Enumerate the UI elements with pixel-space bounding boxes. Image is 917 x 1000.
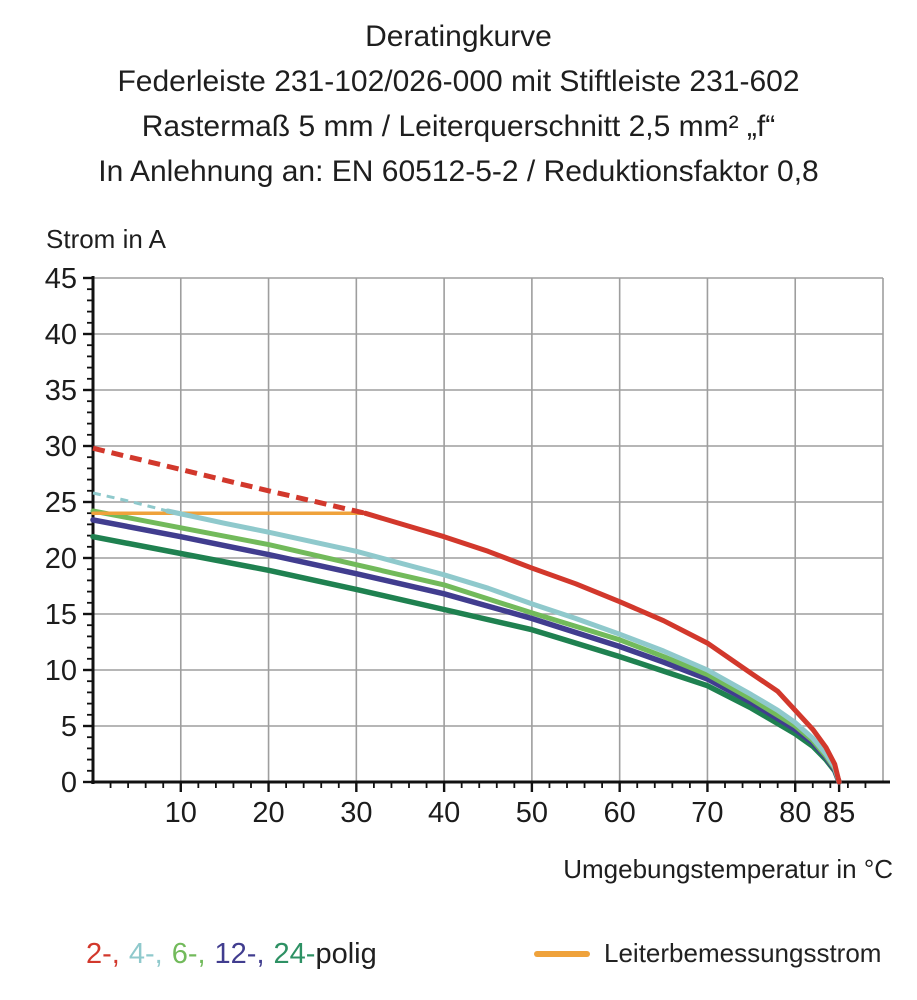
y-tick-label-20: 20 [45,543,77,575]
x-tick-label-85: 85 [823,797,855,829]
chart-title: Deratingkurve [365,20,552,53]
curve-6-polig [90,508,842,785]
legend-rated: Leiterbemessungsstrom [534,938,881,969]
legend-poles: 2-, 4-, 6-, 12-, 24-polig [86,938,377,971]
x-tick-label-30: 30 [340,797,372,829]
x-tick-label-50: 50 [516,797,548,829]
y-tick-label-45: 45 [45,263,77,295]
y-tick-label-30: 30 [45,431,77,463]
y-tick-label-15: 15 [45,599,77,631]
curve-dashed-4-polig [92,491,168,513]
y-tick-label-35: 35 [45,375,77,407]
rated-line-label: Leiterbemessungsstrom [604,938,882,968]
legend-pole-items: 2-, 4-, 6-, 12-, 24- [86,938,315,970]
legend-pole-4: 4-, [128,938,163,970]
title-line-connectors: Federleiste 231-102/026-000 mit Stiftlei… [117,65,800,98]
y-tick-label-0: 0 [61,767,77,799]
y-tick-label-10: 10 [45,655,77,687]
legend-pole-12: 12-, [214,938,265,970]
y-tick-label-5: 5 [61,711,77,743]
y-tick-label-40: 40 [45,319,77,351]
legend-suffix: polig [315,938,377,970]
x-tick-label-20: 20 [252,797,284,829]
rated-line-swatch [534,950,590,957]
curve-2-polig [362,510,842,785]
curve-dashed-2-polig [92,445,366,516]
legend-pole-6: 6-, [171,938,206,970]
x-axis-title: Umgebungstemperatur in °C [563,854,893,884]
x-tick-label-70: 70 [691,797,723,829]
curve-4-polig [165,508,842,785]
legend-pole-2: 2-, [86,938,120,970]
x-tick-label-40: 40 [428,797,460,829]
title-line-standard: In Anlehnung an: EN 60512-5-2 / Reduktio… [98,155,819,188]
title-line-pitch: Rastermaß 5 mm / Leiterquerschnitt 2,5 m… [141,110,776,143]
y-tick-label-25: 25 [45,487,77,519]
x-tick-label-10: 10 [165,797,197,829]
y-axis-title: Strom in A [46,224,166,254]
x-tick-label-80: 80 [779,797,811,829]
legend-pole-24: 24- [273,938,316,970]
x-tick-label-60: 60 [604,797,636,829]
title-block: Deratingkurve Federleiste 231-102/026-00… [0,14,917,194]
